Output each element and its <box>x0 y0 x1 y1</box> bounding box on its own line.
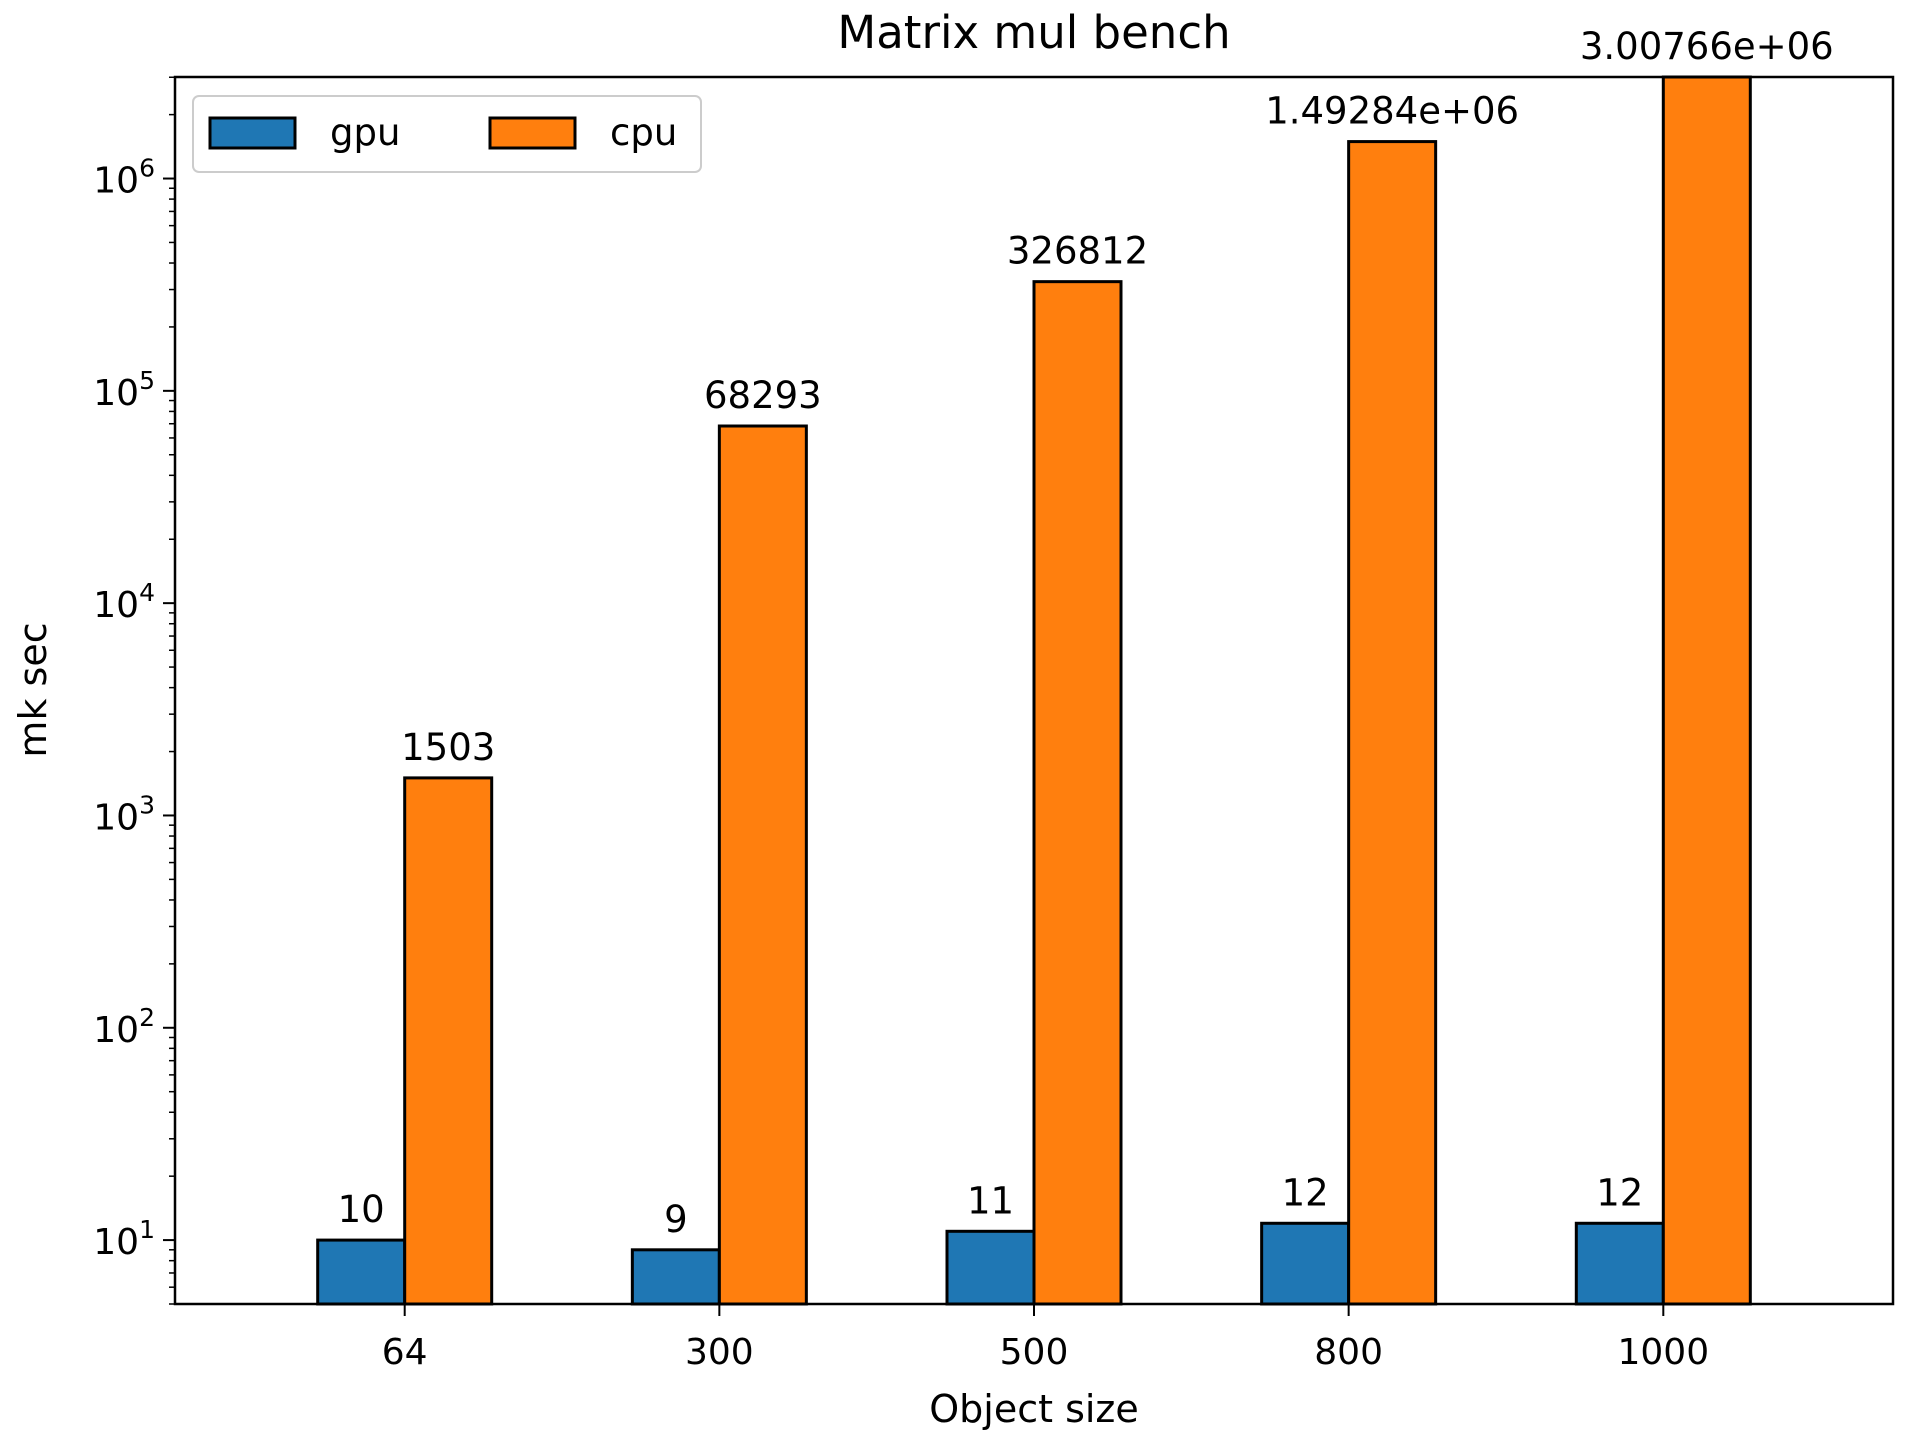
y-tick-label-1000: 103 <box>93 790 155 838</box>
data-label-gpu-300: 9 <box>664 1198 688 1241</box>
bar-gpu-800 <box>1260 1221 1351 1306</box>
y-axis-title: mk sec <box>11 622 55 757</box>
y-tick-label-10000: 104 <box>93 578 155 626</box>
x-tick-label-800: 800 <box>1314 1332 1383 1373</box>
data-label-gpu-1000: 12 <box>1596 1171 1643 1214</box>
bar-cpu-64 <box>403 776 494 1306</box>
data-label-gpu-500: 11 <box>967 1179 1014 1222</box>
plot-frame <box>173 75 1895 1306</box>
y-tick-label-1000000: 106 <box>93 154 155 202</box>
data-label-gpu-64: 10 <box>338 1188 385 1231</box>
bar-gpu-1000 <box>1574 1221 1665 1306</box>
bar-cpu-500 <box>1032 280 1123 1306</box>
bar-cpu-300 <box>717 424 808 1306</box>
x-tick-label-500: 500 <box>1000 1332 1069 1373</box>
chart-title: Matrix mul bench <box>837 6 1230 59</box>
legend-swatch-gpu <box>208 116 297 150</box>
legend-box <box>192 95 702 173</box>
bar-cpu-1000 <box>1661 75 1752 1306</box>
x-tick-label-300: 300 <box>685 1332 754 1373</box>
data-label-cpu-500: 326812 <box>1007 230 1148 273</box>
bar-gpu-64 <box>316 1238 407 1306</box>
x-tick-label-1000: 1000 <box>1617 1332 1709 1373</box>
bar-gpu-300 <box>630 1248 721 1306</box>
y-tick-label-10: 101 <box>93 1215 155 1263</box>
x-axis-title: Object size <box>929 1387 1139 1431</box>
data-label-cpu-300: 68293 <box>704 374 822 417</box>
x-tick-label-64: 64 <box>382 1332 428 1373</box>
bar-gpu-500 <box>945 1229 1036 1306</box>
legend-swatch-cpu <box>488 116 577 150</box>
data-label-cpu-800: 1.49284e+06 <box>1265 90 1519 133</box>
data-label-cpu-1000: 3.00766e+06 <box>1580 25 1834 68</box>
y-tick-label-100000: 105 <box>93 366 155 414</box>
data-label-cpu-64: 1503 <box>401 726 495 769</box>
legend-label-gpu: gpu <box>330 111 400 154</box>
legend-label-cpu: cpu <box>610 111 677 154</box>
bar-cpu-800 <box>1347 140 1438 1306</box>
legend: gpu cpu <box>192 95 702 173</box>
data-label-gpu-800: 12 <box>1282 1171 1329 1214</box>
y-tick-label-100: 102 <box>93 1003 155 1051</box>
